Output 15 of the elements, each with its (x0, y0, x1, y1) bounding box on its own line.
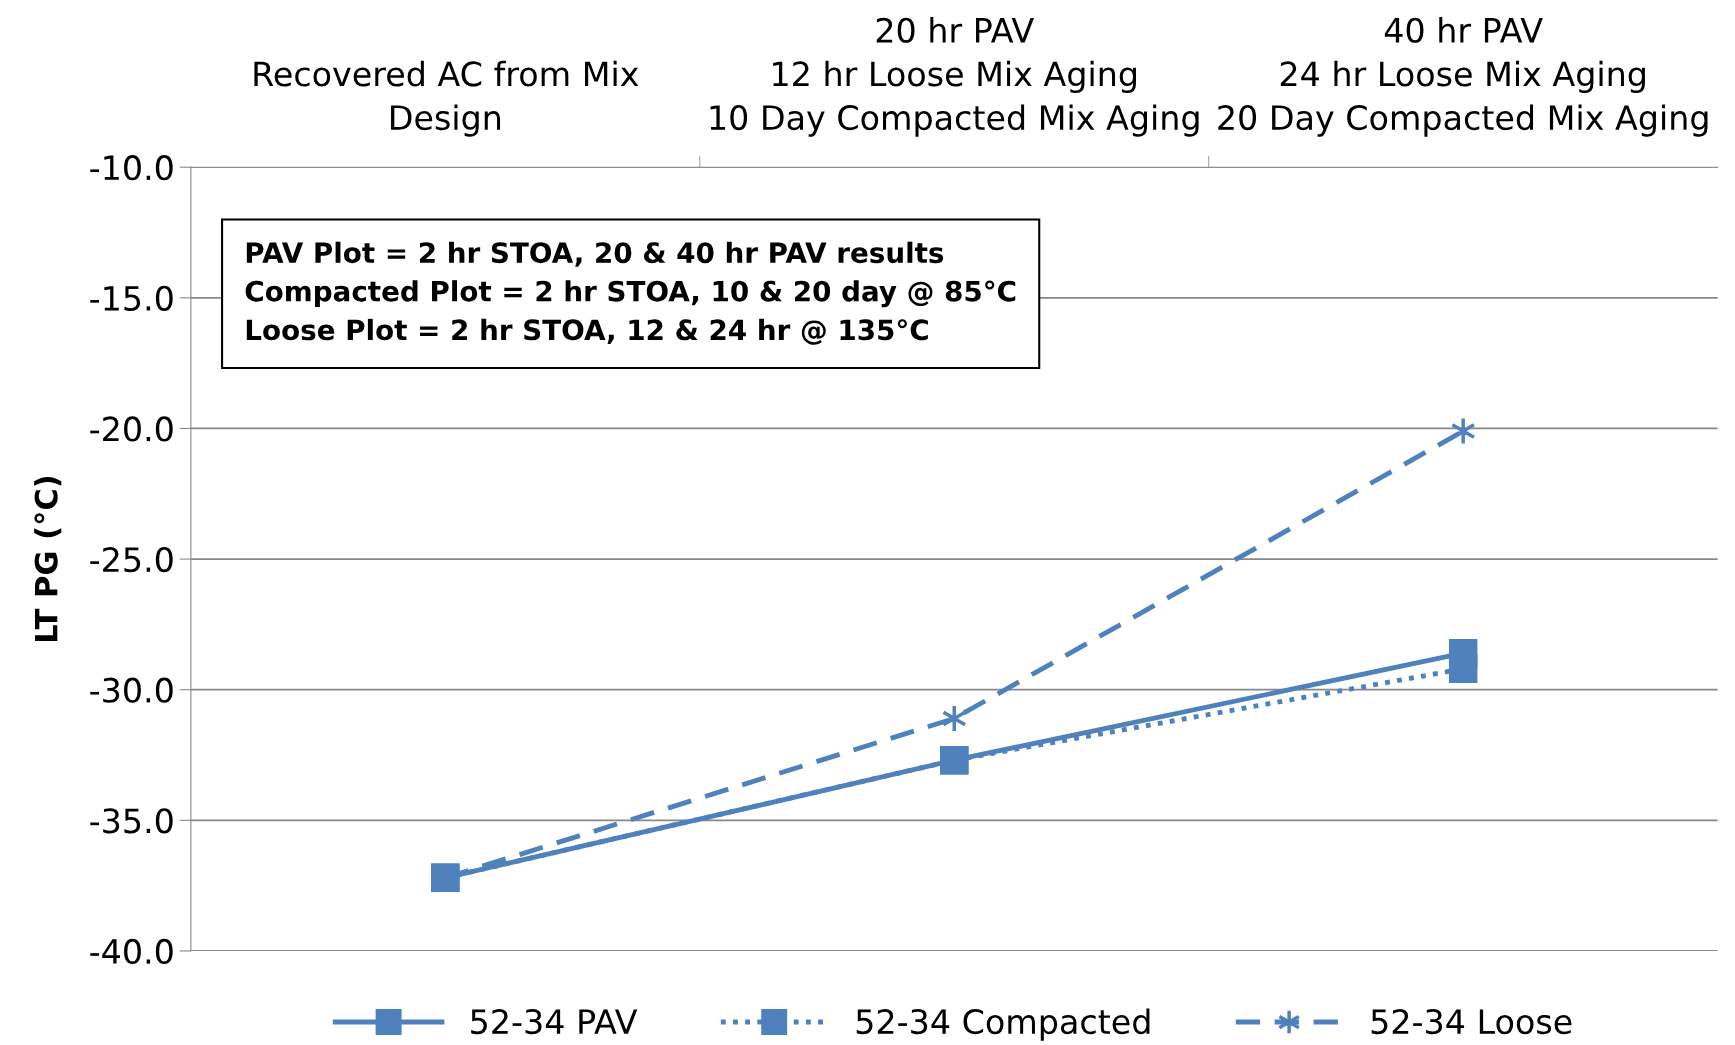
y-tick-label: -40.0 (90, 938, 173, 965)
legend-label: 52-34 Loose (1371, 1008, 1572, 1035)
y-tick-label: -10.0 (90, 155, 173, 181)
y-axis-title: LT PG (°C) (34, 476, 62, 642)
x-tick-label: 20 hr PAV 12 hr Loose Mix Aging 10 Day Compacted Mix Aging (710, 17, 1199, 137)
annotation: PAV Plot = 2 hr STOA, 20 & 40 hr PAV results Compacted Plot = 2 hr STOA, 10 & 20 day @ 85°C Loose Plot = 2 hr STOA, 12 & 24 hr @ 135°C (245, 241, 1016, 345)
y-tick-label: -25.0 (90, 547, 173, 573)
y-tick-label: -20.0 (90, 416, 173, 442)
x-tick-label: Recovered AC from Mix Design (254, 60, 639, 137)
x-tick-label: 40 hr PAV 24 hr Loose Mix Aging 20 Day Compacted Mix Aging (1218, 17, 1708, 137)
y-tick-label: -15.0 (90, 285, 173, 311)
legend-label: 52-34 PAV (471, 1008, 638, 1035)
y-tick-label: -30.0 (90, 677, 173, 703)
y-tick-label: -35.0 (90, 808, 173, 834)
legend-label: 52-34 Compacted (856, 1008, 1150, 1041)
